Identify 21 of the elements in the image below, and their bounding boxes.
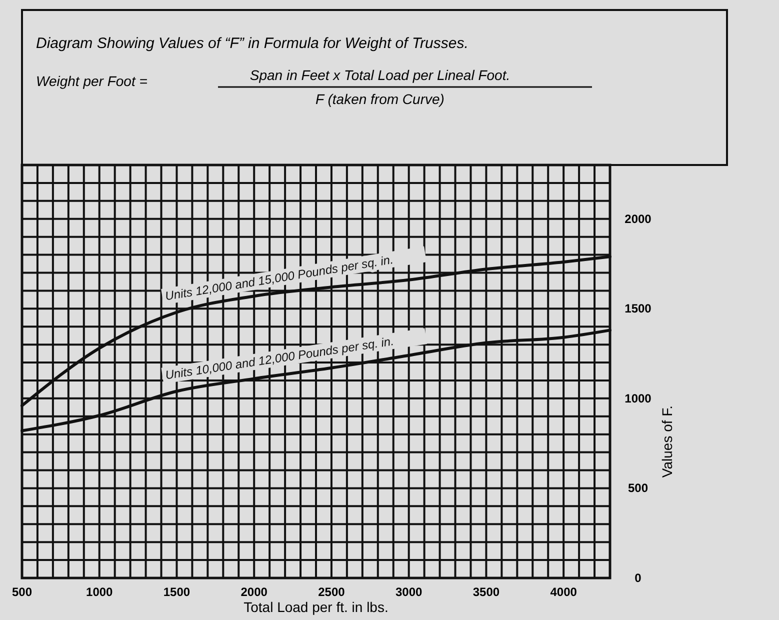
x-tick-label: 4000 — [550, 585, 578, 599]
y-tick-label: 2000 — [624, 212, 652, 226]
y-tick-label: 1000 — [624, 391, 652, 406]
text: Weight per Foot = — [36, 73, 148, 89]
text: Units 12,000 and 15,000 Pounds per sq. in. — [164, 252, 394, 304]
x-tick-label: 2000 — [240, 585, 268, 599]
x-tick-label: 2500 — [318, 585, 346, 599]
text: Span in Feet x Total Load per Lineal Foot. — [250, 67, 510, 83]
y-axis-title: Values of F. — [659, 405, 675, 478]
x-tick-label: 1500 — [163, 585, 190, 599]
y-tick-label: 500 — [628, 481, 648, 496]
x-tick-label: 500 — [12, 585, 32, 599]
x-tick-label: 3000 — [395, 585, 423, 599]
y-tick-label: 1500 — [624, 302, 652, 316]
x-tick-label: 3500 — [472, 585, 500, 599]
x-tick-label: 1000 — [86, 585, 114, 599]
text: Units 10,000 and 12,000 Pounds per sq. in. — [164, 334, 395, 382]
text: F (taken from Curve) — [316, 91, 444, 107]
chart-title: Diagram Showing Values of “F” in Formula for Weight of Trusses. — [36, 35, 468, 52]
y-tick-label: 0 — [634, 571, 642, 585]
x-axis-title: Total Load per ft. in lbs. — [244, 599, 388, 615]
